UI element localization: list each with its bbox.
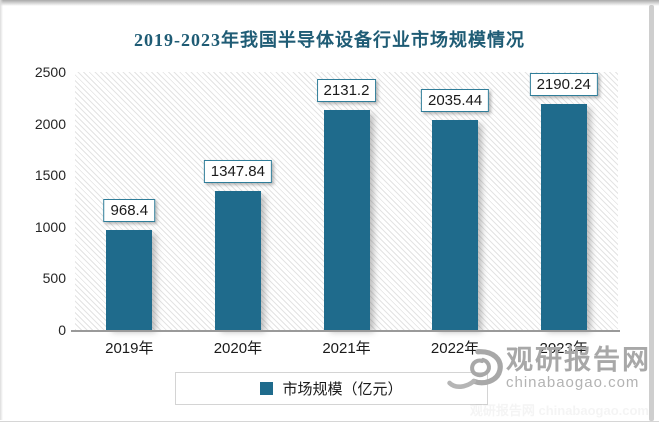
legend: 市场规模（亿元） xyxy=(175,372,488,405)
bar-value-label: 1347.84 xyxy=(203,159,273,183)
bar-value-label: 2190.24 xyxy=(529,72,598,96)
bar-value-label: 2131.2 xyxy=(316,79,377,103)
image-border-right xyxy=(649,5,654,421)
bar-2023年 xyxy=(540,103,587,330)
bar-2019年 xyxy=(106,230,153,330)
bar-2020年 xyxy=(214,190,261,330)
image-border-top xyxy=(0,0,659,6)
y-axis-tick-label: 1500 xyxy=(34,167,66,184)
swirl-logo-icon xyxy=(446,346,504,403)
x-axis-label: 2022年 xyxy=(430,340,480,357)
x-axis-label: 2019年 xyxy=(105,340,154,357)
y-axis-tick-label: 0 xyxy=(58,322,66,338)
bar-2021年 xyxy=(323,110,370,330)
y-axis-tick-label: 1000 xyxy=(34,218,66,235)
x-axis-label: 2023年 xyxy=(539,340,588,357)
x-axis-label: 2020年 xyxy=(213,340,263,357)
y-axis-tick-label: 2500 xyxy=(34,64,66,80)
legend-marker-square xyxy=(260,382,274,395)
bar-value-label: 2035.44 xyxy=(420,88,490,112)
y-axis-tick-label: 2000 xyxy=(34,115,66,132)
bar-2022年 xyxy=(432,119,479,330)
watermark: 观研报告网 chinabaogao.com xyxy=(446,346,651,403)
x-axis-line xyxy=(71,330,620,332)
image-border-bottom xyxy=(0,421,659,422)
watermark-domain: chinabaogao.com xyxy=(506,374,640,391)
y-axis-tick-label: 500 xyxy=(42,270,66,287)
chart-title: 2019-2023年我国半导体设备行业市场规模情况 xyxy=(134,30,525,50)
image-border-left xyxy=(0,0,3,420)
watermark-text: 观研报告网 chinabaogao.com xyxy=(506,346,651,391)
bar-value-label: 968.4 xyxy=(103,199,156,223)
legend-label: 市场规模（亿元） xyxy=(282,381,403,398)
watermark-brand: 观研报告网 xyxy=(506,345,651,375)
watermark-faint: 观研报告网 chinabaogao.com xyxy=(469,403,649,418)
x-axis-label: 2021年 xyxy=(322,340,371,357)
